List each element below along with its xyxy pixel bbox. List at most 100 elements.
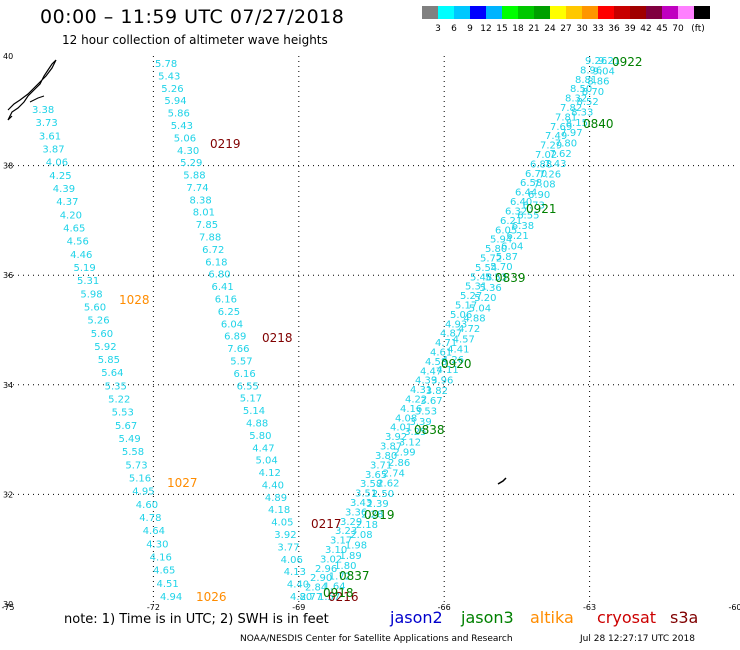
lat-tick-label: 34 xyxy=(3,381,13,390)
wave-height-label: 4.87 xyxy=(440,329,462,340)
wave-height-label: 4.20 xyxy=(60,210,82,221)
wave-height-label: 3.87 xyxy=(42,145,64,156)
wave-height-label: 4.88 xyxy=(463,314,485,325)
wave-height-label: 4.78 xyxy=(139,513,161,524)
time-label: 0837 xyxy=(339,569,370,583)
lat-tick-label: 32 xyxy=(3,490,13,499)
wave-height-label: 4.71 xyxy=(435,338,457,349)
wave-height-label: 5.57 xyxy=(230,357,252,368)
wave-height-label: 7.80 xyxy=(555,139,577,150)
lon-tick-label: -63 xyxy=(583,603,596,612)
lat-lon-grid xyxy=(8,56,735,604)
wave-height-label: 2.18 xyxy=(356,520,378,531)
wave-height-label: 7.26 xyxy=(539,169,561,180)
wave-height-label: 6.04 xyxy=(221,319,243,330)
wave-height-label: 3.38 xyxy=(32,105,54,116)
wave-height-label: 6.55 xyxy=(517,211,539,222)
wave-height-label: 6.32 xyxy=(505,207,527,218)
lon-tick-label: -60 xyxy=(728,603,740,612)
altimeter-tracks: 3.38 3.73 3.61 3.87 4.06 4.25 4.39 4.37 4.20 4.65… xyxy=(32,56,620,603)
color-scale-label: 39 xyxy=(624,24,636,34)
color-swatch xyxy=(550,6,566,19)
wave-height-label: 7.08 xyxy=(533,180,555,191)
wave-height-label: 2.86 xyxy=(388,458,410,469)
time-label: 0919 xyxy=(364,508,395,522)
time-label: 0839 xyxy=(495,271,526,285)
wave-height-label: 3.92 xyxy=(385,432,407,443)
color-swatch xyxy=(630,6,646,19)
wave-height-label: 4.41 xyxy=(447,345,469,356)
wave-height-label: 1.72 xyxy=(329,571,351,582)
wave-height-label: 7.69 xyxy=(550,122,572,133)
wave-height-label: 3.53 xyxy=(415,407,437,418)
wave-height-label: 5.27 xyxy=(460,291,482,302)
wave-height-label: 6.05 xyxy=(495,225,517,236)
wave-height-label: 3.23 xyxy=(335,526,357,537)
color-scale-label: 15 xyxy=(496,24,508,34)
wave-height-label: 7.88 xyxy=(199,233,221,244)
wave-height-label: 3.58 xyxy=(360,479,382,490)
wave-height-label: 5.85 xyxy=(98,355,120,366)
wave-height-label: 2.39 xyxy=(367,499,389,510)
wave-height-label: 5.06 xyxy=(450,310,472,321)
wave-height-label: 5.31 xyxy=(465,282,487,293)
wave-height-label: 5.72 xyxy=(480,254,502,265)
time-label: 0216 xyxy=(328,590,359,604)
wave-height-label: 7.85 xyxy=(196,220,218,231)
color-swatch xyxy=(486,6,502,19)
wave-height-label: 2.08 xyxy=(350,530,372,541)
wave-height-label: 2.90 xyxy=(310,573,332,584)
legend-item-altika: altika xyxy=(530,608,574,627)
wave-height-label: 4.31 xyxy=(410,385,432,396)
time-label: 0218 xyxy=(262,331,293,345)
wave-height-label: 9.21 xyxy=(598,56,620,67)
wave-height-label: 4.61 xyxy=(430,348,452,359)
wave-height-label: 7.02 xyxy=(535,150,557,161)
wave-height-label: 7.82 xyxy=(560,103,582,114)
wave-height-label: 7.74 xyxy=(186,183,208,194)
wave-height-label: 8.01 xyxy=(193,208,215,219)
wave-height-label: 6.21 xyxy=(500,216,522,227)
lon-tick-label: -69 xyxy=(292,603,305,612)
color-swatch xyxy=(662,6,678,19)
time-label: 0921 xyxy=(526,202,557,216)
wave-height-label: 4.60 xyxy=(136,500,158,511)
wave-height-label: 7.49 xyxy=(545,131,567,142)
color-scale-label: 45 xyxy=(656,24,668,34)
color-swatch xyxy=(502,6,518,19)
time-label: 0920 xyxy=(441,357,472,371)
wave-height-label: 3.51 xyxy=(355,489,377,500)
wave-height-label: 8.50 xyxy=(570,84,592,95)
color-scale-label: 12 xyxy=(480,24,492,34)
wave-height-label: 4.37 xyxy=(56,197,78,208)
wave-height-label: 4.64 xyxy=(143,526,165,537)
time-label: 0840 xyxy=(583,117,614,131)
wave-height-label: 4.22 xyxy=(405,395,427,406)
color-scale-label: 30 xyxy=(576,24,588,34)
wave-height-label: 1.64 xyxy=(323,582,345,593)
lon-tick-label: -72 xyxy=(147,603,160,612)
wave-height-label: 9.26 xyxy=(585,56,607,67)
wave-height-label: 7.66 xyxy=(227,344,249,355)
wave-height-label: 8.38 xyxy=(190,195,212,206)
wave-height-label: 5.67 xyxy=(115,421,137,432)
wave-height-label: 7.62 xyxy=(550,149,572,160)
color-scale-label: 3 xyxy=(435,24,441,34)
wave-height-label: 2.28 xyxy=(361,510,383,521)
lat-tick-label: 36 xyxy=(3,271,13,280)
wave-height-label: 3.39 xyxy=(410,417,432,428)
wave-height-label: 5.64 xyxy=(101,368,123,379)
wave-height-label: 4.95 xyxy=(132,487,154,498)
wave-height-label: 8.70 xyxy=(582,87,604,98)
wave-height-label: 5.06 xyxy=(174,133,196,144)
page-title: 00:00 – 11:59 UTC 07/27/2018 xyxy=(40,6,345,28)
wave-height-label: 4.12 xyxy=(259,468,281,479)
wave-height-label: 7.29 xyxy=(540,141,562,152)
wave-height-label: 3.65 xyxy=(365,470,387,481)
wave-height-label: 4.94 xyxy=(160,592,182,603)
wave-height-label: 5.43 xyxy=(171,121,193,132)
wave-height-label: 6.58 xyxy=(520,178,542,189)
wave-height-label: 3.80 xyxy=(375,451,397,462)
wave-height-label: 4.47 xyxy=(252,443,274,454)
